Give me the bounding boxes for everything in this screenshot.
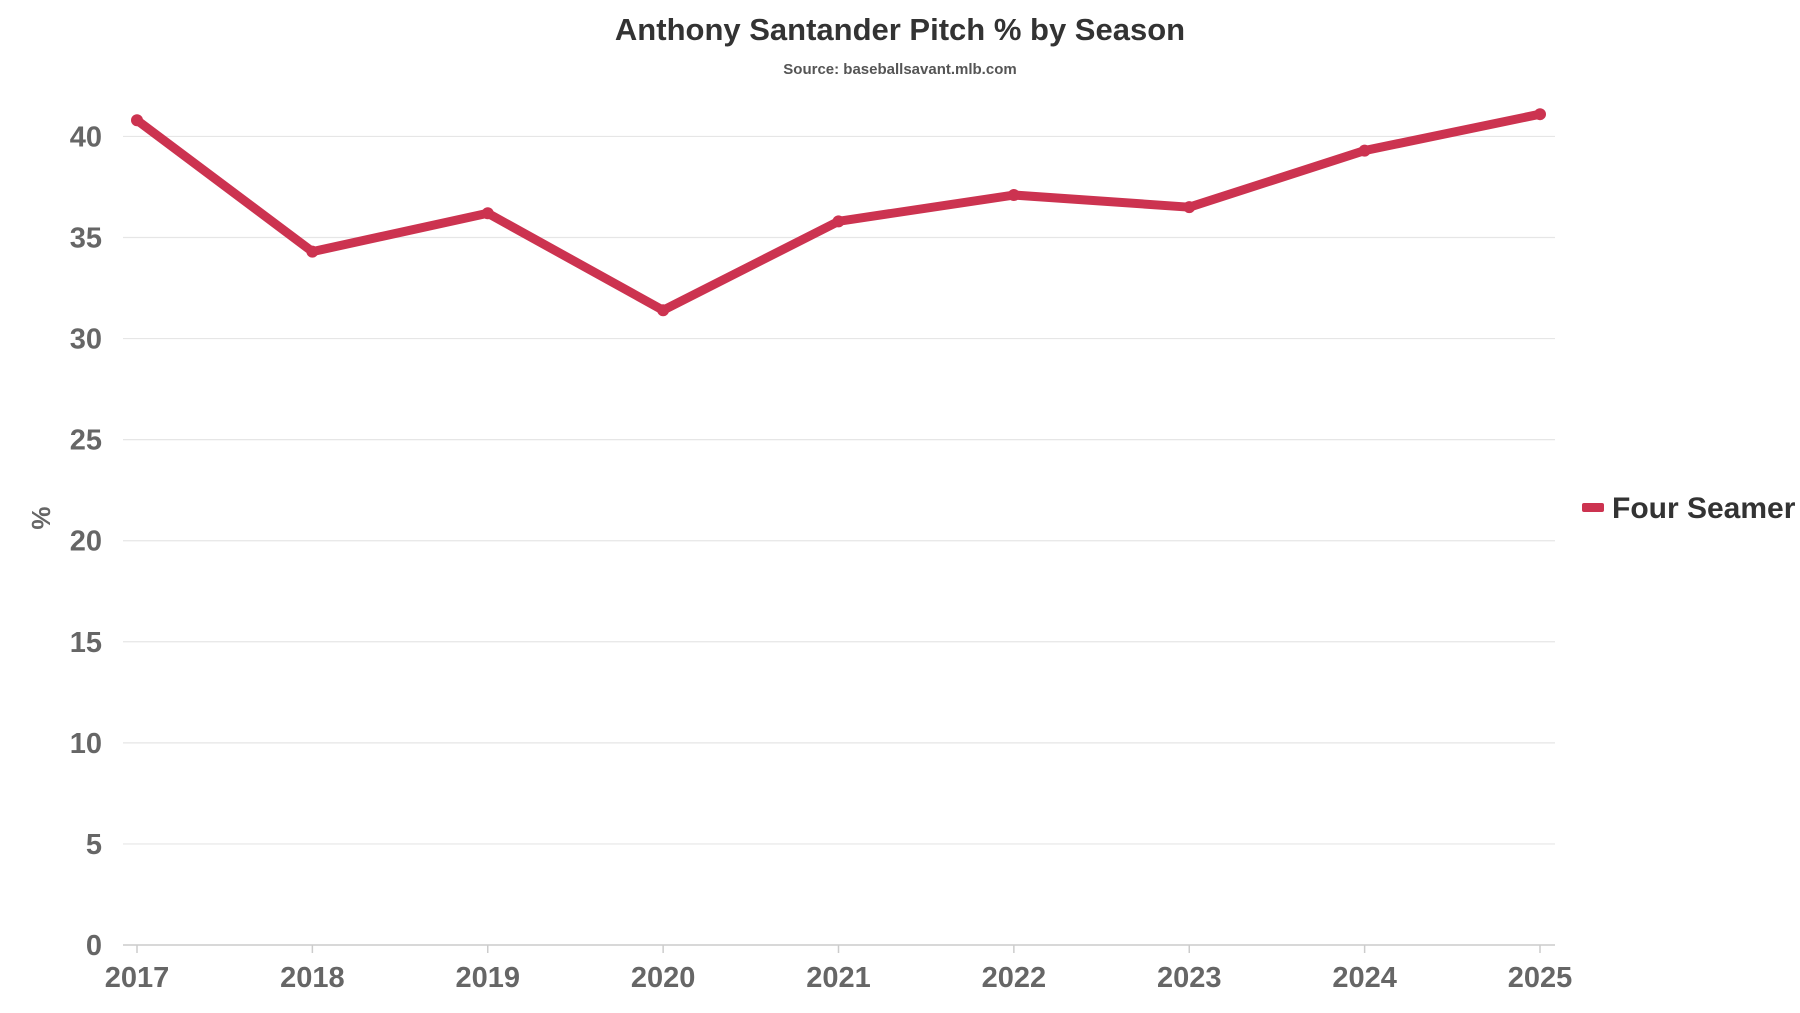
x-tick-label: 2021 <box>806 962 871 994</box>
chart-title: Anthony Santander Pitch % by Season <box>615 12 1185 47</box>
gridlines <box>123 135 1555 946</box>
x-tick-label: 2023 <box>1157 962 1222 994</box>
x-tick-label: 2025 <box>1508 962 1573 994</box>
y-axis-label: % <box>26 506 56 529</box>
x-tick-label: 2017 <box>105 962 170 994</box>
legend-label-four-seamer: Four Seamer <box>1612 492 1796 525</box>
y-tick-label: 40 <box>70 121 102 153</box>
series-layer <box>131 108 1546 317</box>
data-point[interactable] <box>1358 144 1371 157</box>
data-point[interactable] <box>1007 189 1020 202</box>
x-tick-label: 2020 <box>631 962 696 994</box>
legend-swatch-four-seamer <box>1582 503 1604 512</box>
x-tick-label: 2018 <box>280 962 345 994</box>
y-tick-label: 35 <box>70 223 102 255</box>
data-point[interactable] <box>657 304 670 317</box>
y-tick-label: 5 <box>86 829 102 861</box>
x-tick-label: 2019 <box>455 962 520 994</box>
data-point[interactable] <box>481 207 494 220</box>
data-point[interactable] <box>1183 201 1196 214</box>
data-point[interactable] <box>1534 108 1546 121</box>
x-axis-ticks: 2017 2018 2019 2020 2021 2022 2023 2024 2025 <box>105 945 1573 994</box>
y-tick-label: 15 <box>70 627 102 659</box>
x-tick-label: 2022 <box>982 962 1047 994</box>
x-tick-label: 2024 <box>1332 962 1397 994</box>
legend[interactable]: Four Seamer <box>1582 492 1796 525</box>
y-tick-label: 25 <box>70 425 102 457</box>
y-tick-label: 0 <box>86 930 102 962</box>
chart-subtitle: Source: baseballsavant.mlb.com <box>783 61 1016 78</box>
y-tick-label: 30 <box>70 324 102 356</box>
y-tick-label: 20 <box>70 526 102 558</box>
y-tick-label: 10 <box>70 728 102 760</box>
data-point[interactable] <box>131 114 143 127</box>
data-point[interactable] <box>306 245 319 258</box>
data-point[interactable] <box>832 215 845 228</box>
y-axis-ticks: 0 5 10 15 20 25 30 35 40 <box>70 121 102 962</box>
